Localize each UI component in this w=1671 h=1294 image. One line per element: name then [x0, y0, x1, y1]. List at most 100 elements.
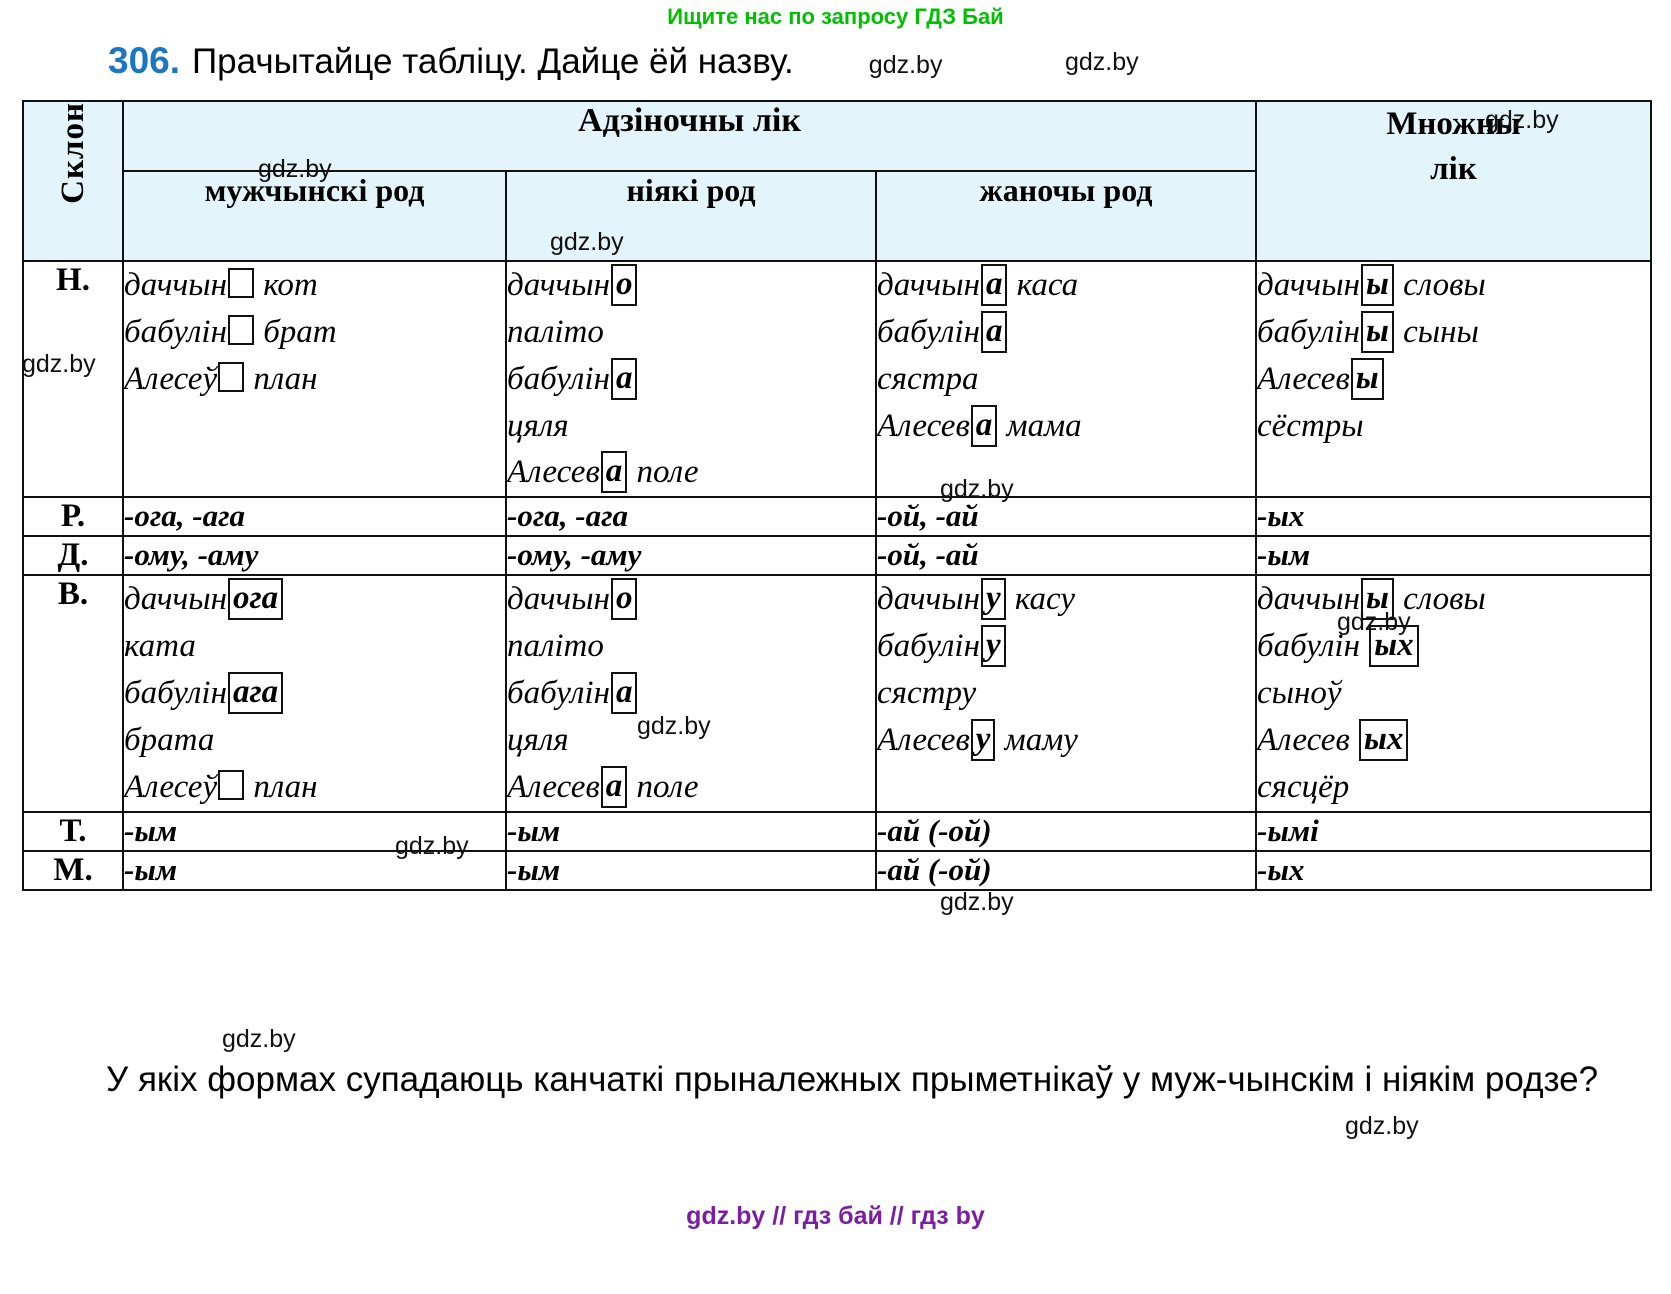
- header-singular-group: Адзіночны лік: [121, 100, 1258, 172]
- word-form: сясцёр: [1257, 764, 1650, 811]
- word-stem: сястра: [877, 360, 979, 397]
- word-stem: Алесев: [877, 721, 970, 758]
- word-stem: -ымі: [1257, 812, 1319, 848]
- word-form: бабулін а: [877, 309, 1255, 356]
- word-form: бабулін а: [507, 670, 875, 717]
- word-form: даччын ы словы: [1257, 262, 1650, 309]
- word-stem: -ой, -ай: [877, 537, 979, 573]
- word-stem: -ых: [1257, 498, 1305, 534]
- table-row: Д. -ому, -аму -ому, -аму -ой, -ай -ым: [22, 535, 1653, 577]
- cell-Т-0: -ым: [122, 810, 507, 852]
- word-form: Алесев а мама: [877, 403, 1255, 450]
- ending-box: ы: [1360, 578, 1394, 621]
- word-form: даччын о: [507, 262, 875, 309]
- table-row: М. -ым -ым -ай (-ой) -ых: [22, 849, 1653, 891]
- word-form: брата: [124, 717, 505, 764]
- header-plural-group: Множны лік: [1255, 100, 1653, 262]
- cell-Н-3: даччын ы словы бабулін ы сыны Алесев ы сёстры: [1255, 259, 1653, 499]
- word-stem: бабулін: [124, 675, 227, 712]
- ending-box: а: [980, 264, 1008, 306]
- word-stem: даччын: [124, 267, 227, 303]
- word-stem: словы: [1394, 267, 1486, 303]
- word-stem: -ым: [124, 851, 178, 887]
- case-label-2: Д.: [22, 535, 124, 577]
- ending-box: ых: [1359, 718, 1409, 761]
- word-stem: маму: [996, 721, 1078, 758]
- header-neuter: ніякі род: [505, 170, 877, 262]
- word-stem: Алесев: [1257, 360, 1350, 397]
- word-form: паліто: [507, 623, 875, 670]
- word-form: сыноў: [1257, 670, 1650, 717]
- watermark-heading: gdz.by: [868, 51, 943, 79]
- word-form: бабулін брат: [124, 309, 505, 356]
- word-stem: -ым: [507, 812, 561, 848]
- word-form: даччын кот: [124, 262, 505, 309]
- word-form: -ымі: [1257, 813, 1650, 849]
- word-form: бабулін ы сыны: [1257, 309, 1650, 356]
- word-stem: поле: [628, 768, 699, 805]
- table-row: В. даччын ога ката бабулін ага брата Алесеў пла…: [22, 574, 1653, 813]
- header-plural-line1: Множны: [1386, 106, 1521, 142]
- cell-Р-2: -ой, -ай: [874, 496, 1258, 538]
- word-stem: Алесеў: [124, 768, 218, 805]
- table-row: Н. даччын кот бабулін брат Алесеў план даччы…: [22, 259, 1653, 499]
- ending-box: о: [610, 578, 638, 621]
- word-stem: даччын: [1257, 267, 1360, 303]
- word-stem: брат: [254, 313, 337, 350]
- case-label-0: Н.: [22, 259, 124, 499]
- header-sklon-label: Склон: [54, 102, 91, 204]
- word-form: -ога, -ага: [507, 498, 875, 534]
- word-stem: паліто: [507, 628, 604, 665]
- cell-Д-1: -ому, -аму: [505, 535, 877, 577]
- cell-Н-1: даччын о паліто бабулін а цяля Алесев а поле: [505, 259, 877, 499]
- word-form: Алесеў план: [124, 356, 505, 403]
- cell-Р-1: -ога, -ага: [505, 496, 877, 538]
- word-form: даччын о: [507, 576, 875, 623]
- case-label-1: Р.: [22, 496, 124, 538]
- word-stem: сястру: [877, 675, 977, 712]
- word-stem: -ому, -аму: [124, 537, 259, 573]
- word-stem: бабулін: [507, 675, 610, 712]
- word-form: -ых: [1257, 498, 1650, 534]
- ending-box: у: [980, 578, 1006, 621]
- cell-В-0: даччын ога ката бабулін ага брата Алесеў план: [122, 574, 507, 813]
- word-form: Алесеў план: [124, 764, 505, 811]
- word-stem: бабулін: [1257, 628, 1369, 665]
- word-form: цяля: [507, 403, 875, 450]
- header-plural-line2: лік: [1430, 150, 1477, 187]
- word-stem: поле: [628, 454, 699, 491]
- word-form: -ым: [124, 813, 505, 849]
- table-header-row-2: мужчынскі род ніякі род жаночы род: [23, 170, 1651, 262]
- word-stem: каса: [1008, 267, 1079, 303]
- ending-box: у: [970, 718, 996, 761]
- word-form: Алесев ы: [1257, 356, 1650, 403]
- word-form: бабулін ых: [1257, 623, 1650, 670]
- case-label-4: Т.: [22, 810, 124, 852]
- word-form: даччын а каса: [877, 262, 1255, 309]
- table-row: Т. -ым -ым -ай (-ой) -ымі: [22, 810, 1653, 852]
- table-row: Р. -ога, -ага -ога, -ага -ой, -ай -ых: [22, 496, 1653, 538]
- table-body: Н. даччын кот бабулін брат Алесеў план даччы…: [22, 259, 1653, 891]
- word-form: -ых: [1257, 852, 1650, 888]
- word-stem: паліто: [507, 313, 604, 350]
- word-stem: цяля: [507, 407, 569, 444]
- word-form: -ай (-ой): [877, 813, 1255, 849]
- word-form: -ога, -ага: [124, 498, 505, 534]
- word-form: сястру: [877, 670, 1255, 717]
- word-stem: даччын: [1257, 581, 1360, 618]
- word-form: бабулін ага: [124, 670, 505, 717]
- ending-box: а: [610, 357, 638, 400]
- watermark-0: gdz.by: [1065, 48, 1139, 76]
- word-stem: бабулін: [124, 313, 227, 350]
- word-stem: бабулін: [1257, 313, 1360, 350]
- word-stem: Алесев: [877, 407, 970, 444]
- cell-Р-3: -ых: [1255, 496, 1653, 538]
- word-stem: цяля: [507, 721, 569, 758]
- word-stem: -ога, -ага: [124, 498, 246, 534]
- cell-Д-2: -ой, -ай: [874, 535, 1258, 577]
- word-stem: сыноў: [1257, 675, 1342, 712]
- word-form: -ай (-ой): [877, 852, 1255, 888]
- table-head: Склон Адзіночны лік Множны лік мужчынскі…: [22, 100, 1653, 262]
- word-form: -ым: [1257, 537, 1650, 573]
- word-stem: Алесев: [1257, 721, 1359, 758]
